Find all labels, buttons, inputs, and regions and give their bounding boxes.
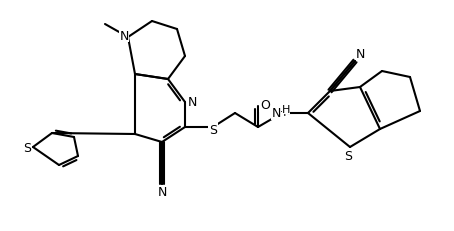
Text: H: H xyxy=(278,108,286,118)
Text: H: H xyxy=(282,105,290,115)
Text: N: N xyxy=(158,186,167,199)
Text: N: N xyxy=(271,107,281,120)
Text: N: N xyxy=(119,29,128,42)
Text: N: N xyxy=(355,47,365,60)
Text: N: N xyxy=(188,96,197,109)
Text: S: S xyxy=(344,149,352,162)
Text: S: S xyxy=(23,142,31,155)
Text: S: S xyxy=(209,123,217,136)
Text: O: O xyxy=(260,99,270,112)
